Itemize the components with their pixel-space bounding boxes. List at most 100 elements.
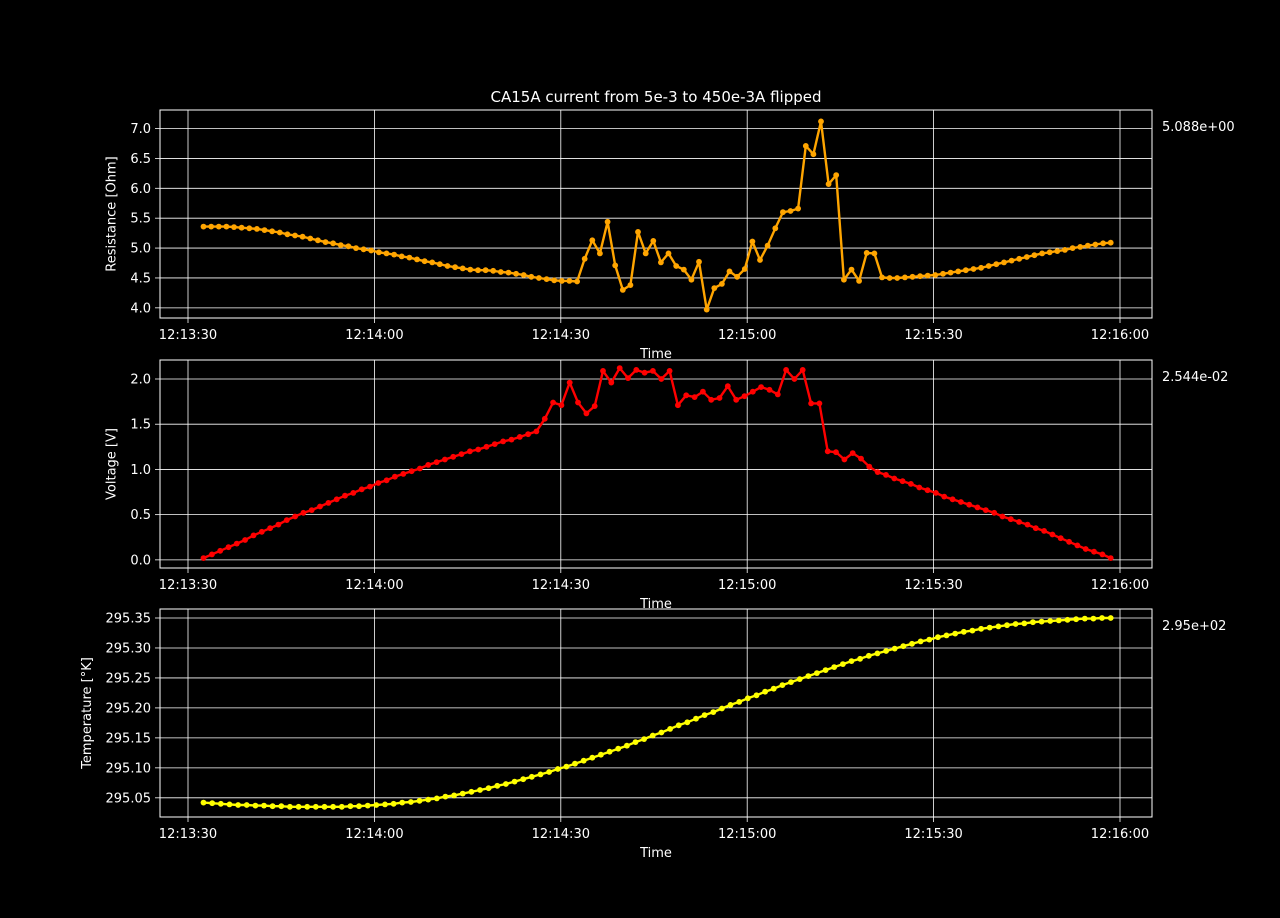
data-point bbox=[710, 709, 717, 715]
data-point bbox=[675, 722, 682, 729]
data-point bbox=[641, 369, 648, 376]
x-tick-label: 12:14:00 bbox=[345, 578, 403, 593]
data-point bbox=[1069, 245, 1076, 252]
data-point bbox=[575, 399, 581, 406]
data-point bbox=[528, 273, 535, 280]
data-point bbox=[1016, 519, 1022, 525]
data-point bbox=[719, 705, 725, 712]
data-point bbox=[1016, 255, 1023, 262]
data-point bbox=[995, 623, 1002, 630]
data-point bbox=[831, 664, 838, 670]
data-point bbox=[899, 478, 906, 485]
data-point bbox=[675, 402, 681, 409]
data-point bbox=[688, 276, 695, 283]
data-point bbox=[233, 540, 240, 547]
data-point bbox=[608, 379, 615, 386]
y-tick-label: 1.0 bbox=[130, 463, 151, 478]
x-tick-label: 12:14:30 bbox=[532, 578, 590, 593]
y-tick-label: 0.0 bbox=[130, 553, 151, 568]
data-point bbox=[666, 368, 673, 374]
data-point bbox=[391, 251, 397, 258]
data-point bbox=[824, 448, 831, 455]
data-point bbox=[711, 285, 718, 291]
data-point bbox=[315, 237, 321, 244]
data-point bbox=[338, 803, 345, 810]
data-point bbox=[818, 118, 824, 125]
data-point bbox=[317, 503, 323, 510]
data-point bbox=[805, 673, 812, 679]
y-tick-label: 7.0 bbox=[130, 122, 151, 137]
data-point bbox=[483, 443, 490, 450]
data-point bbox=[337, 242, 344, 249]
data-point bbox=[908, 481, 914, 487]
data-point bbox=[791, 376, 798, 382]
data-point bbox=[416, 797, 423, 804]
data-point bbox=[808, 400, 814, 407]
data-point bbox=[684, 719, 691, 726]
data-point bbox=[200, 555, 207, 561]
data-point bbox=[347, 803, 354, 810]
data-point bbox=[200, 223, 207, 230]
x-axis-label: Time bbox=[639, 347, 672, 362]
x-tick-label: 12:14:30 bbox=[532, 827, 590, 842]
data-point bbox=[1077, 244, 1084, 250]
y-tick-label: 295.10 bbox=[106, 761, 152, 776]
data-point bbox=[719, 281, 725, 287]
data-point bbox=[658, 376, 665, 382]
data-point bbox=[429, 259, 436, 266]
data-point bbox=[421, 258, 428, 265]
x-tick-label: 12:14:30 bbox=[532, 328, 590, 343]
data-point bbox=[459, 790, 466, 797]
data-point bbox=[209, 551, 215, 558]
data-point bbox=[891, 645, 898, 652]
y-axis-label: Temperature [°K] bbox=[80, 657, 95, 770]
x-tick-label: 12:15:00 bbox=[718, 328, 776, 343]
x-tick-label: 12:16:00 bbox=[1091, 578, 1149, 593]
y-tick-label: 0.5 bbox=[130, 508, 151, 523]
data-point bbox=[508, 436, 515, 443]
data-point bbox=[978, 625, 984, 632]
data-point bbox=[209, 800, 216, 807]
data-point bbox=[871, 250, 878, 257]
data-point bbox=[292, 513, 298, 520]
data-point bbox=[780, 209, 786, 216]
data-point bbox=[235, 802, 242, 808]
data-point bbox=[700, 388, 706, 395]
data-point bbox=[665, 250, 672, 257]
data-point bbox=[304, 803, 311, 810]
data-point bbox=[491, 441, 498, 447]
data-point bbox=[966, 501, 973, 508]
data-point bbox=[741, 393, 748, 400]
last-value-readout: 2.95e+02 bbox=[1162, 619, 1226, 634]
data-point bbox=[606, 748, 613, 755]
x-tick-label: 12:15:00 bbox=[718, 827, 776, 842]
data-point bbox=[467, 448, 473, 455]
data-point bbox=[1099, 551, 1106, 558]
data-point bbox=[650, 368, 656, 374]
data-point bbox=[866, 463, 873, 470]
data-point bbox=[865, 652, 872, 659]
data-point bbox=[787, 208, 794, 214]
data-point bbox=[757, 257, 763, 263]
data-point bbox=[433, 459, 440, 466]
y-tick-label: 2.0 bbox=[130, 372, 151, 387]
data-point bbox=[894, 275, 901, 281]
data-point bbox=[442, 793, 449, 800]
data-point bbox=[246, 225, 253, 232]
data-point bbox=[367, 483, 373, 490]
data-point bbox=[958, 499, 964, 505]
data-point bbox=[1091, 548, 1097, 555]
data-point bbox=[543, 276, 550, 282]
data-point bbox=[947, 269, 954, 276]
data-point bbox=[398, 253, 405, 260]
y-tick-label: 5.0 bbox=[130, 242, 151, 257]
data-point bbox=[796, 676, 803, 682]
y-axis-label: Voltage [V] bbox=[104, 428, 119, 500]
data-point bbox=[345, 243, 352, 250]
x-tick-label: 12:15:30 bbox=[904, 578, 962, 593]
data-point bbox=[879, 274, 885, 281]
data-point bbox=[970, 266, 977, 272]
data-point bbox=[900, 643, 907, 650]
data-point bbox=[641, 736, 647, 742]
